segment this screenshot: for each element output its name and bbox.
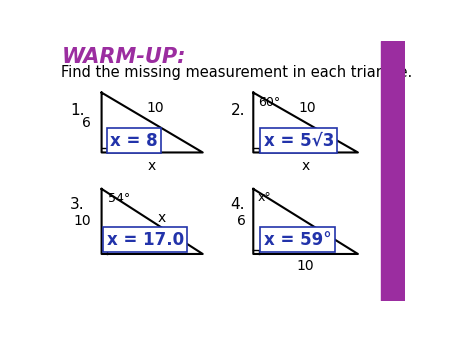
Bar — [381, 41, 405, 301]
Text: 6: 6 — [82, 116, 91, 129]
Text: 1.: 1. — [70, 103, 85, 118]
Text: 4.: 4. — [230, 197, 245, 212]
Text: Find the missing measurement in each triangle.: Find the missing measurement in each tri… — [62, 65, 413, 80]
Text: x: x — [148, 159, 156, 173]
Text: 6: 6 — [238, 214, 246, 228]
Text: 10: 10 — [147, 101, 164, 115]
Text: 54°: 54° — [108, 192, 130, 205]
Text: x = 5√3: x = 5√3 — [264, 132, 334, 150]
Text: x = 8: x = 8 — [110, 132, 158, 150]
Text: x°: x° — [258, 191, 272, 204]
Text: 2.: 2. — [230, 103, 245, 118]
Text: x = 17.0: x = 17.0 — [107, 231, 184, 249]
Text: 10: 10 — [73, 214, 91, 228]
Text: WARM-UP:: WARM-UP: — [62, 47, 186, 67]
Text: 60°: 60° — [258, 96, 280, 109]
Text: x = 59°: x = 59° — [264, 231, 331, 249]
Text: 10: 10 — [298, 101, 316, 115]
Text: x: x — [302, 159, 310, 173]
Text: 10: 10 — [297, 259, 315, 273]
Text: x: x — [158, 211, 166, 224]
Text: 3.: 3. — [70, 197, 85, 212]
